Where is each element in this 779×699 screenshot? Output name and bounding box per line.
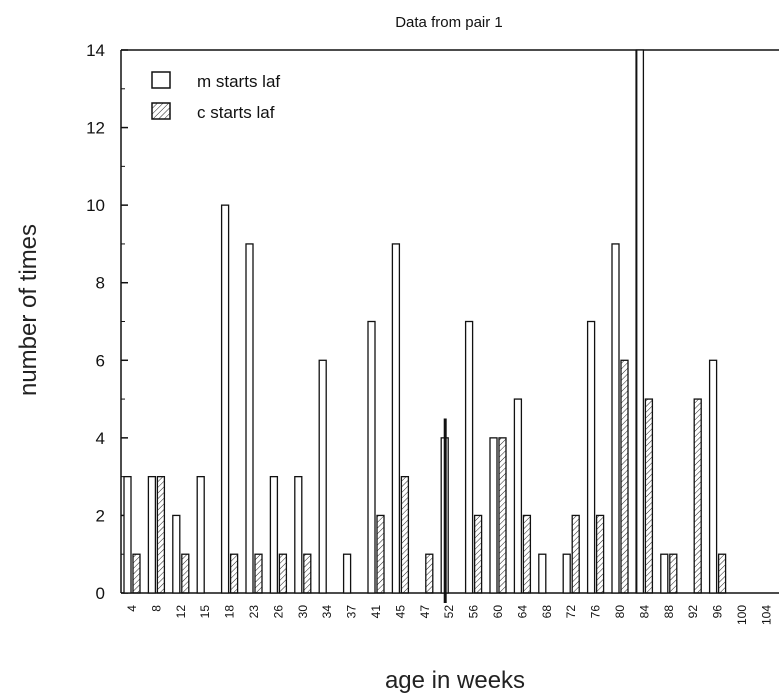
bar-c-starts-laf	[181, 553, 190, 594]
legend-swatch-hatched	[151, 102, 171, 120]
bar-m-starts-laf	[123, 475, 132, 594]
bar-c-starts-laf	[156, 475, 166, 594]
x-tick-label: 30	[296, 605, 310, 619]
bar-m-starts-laf	[489, 437, 498, 594]
x-tick-label: 37	[345, 605, 359, 619]
y-tick-label: 8	[96, 274, 105, 293]
bar-c-starts-laf	[693, 398, 702, 594]
bar-m-starts-laf	[660, 553, 669, 594]
y-axis-label: number of times	[15, 224, 42, 396]
x-tick-label: 60	[491, 605, 505, 619]
bar-m-starts-laf	[269, 475, 279, 594]
bar-c-starts-laf	[303, 553, 312, 594]
y-tick-label: 0	[96, 584, 105, 603]
legend-label-hatched: c starts laf	[197, 103, 275, 122]
x-tick-label: 8	[149, 605, 163, 612]
bar-m-starts-laf	[147, 475, 157, 594]
bar-m-starts-laf	[391, 243, 401, 594]
x-tick-label: 100	[735, 605, 749, 625]
bar-m-starts-laf	[367, 320, 376, 594]
x-tick-label: 84	[637, 605, 651, 619]
bar-m-starts-laf	[586, 320, 596, 594]
bar-m-starts-laf	[708, 359, 718, 594]
bar-c-starts-laf	[717, 553, 727, 594]
x-tick-label: 12	[174, 605, 188, 619]
chart-title: Data from pair 1	[395, 14, 503, 31]
bar-m-starts-laf	[562, 553, 571, 594]
x-tick-label: 41	[369, 605, 383, 619]
bar-c-starts-laf	[376, 514, 385, 594]
bar-c-starts-laf	[425, 553, 434, 594]
x-tick-label: 47	[418, 605, 432, 619]
bar-c-starts-laf	[400, 475, 410, 594]
bar-c-starts-laf	[254, 553, 263, 594]
x-tick-label: 18	[223, 605, 237, 619]
x-tick-label: 80	[613, 605, 627, 619]
x-tick-label: 64	[515, 605, 529, 619]
bar-m-starts-laf	[196, 475, 205, 594]
x-axis: 4 8 12 15 18 23 26 30 34 37 41 45 47 52 56 60 64 68 72 76 80…	[125, 605, 773, 625]
bar-m-starts-laf	[513, 398, 523, 594]
bar-c-starts-laf	[522, 514, 532, 594]
legend-swatch-open	[151, 71, 171, 89]
bar-c-starts-laf	[620, 359, 629, 594]
x-axis-label: age in weeks	[385, 667, 525, 694]
bar-c-starts-laf	[498, 437, 507, 594]
x-tick-label: 96	[711, 605, 725, 619]
x-tick-label: 26	[271, 605, 285, 619]
bar-m-starts-laf	[220, 204, 230, 594]
x-tick-label: 104	[759, 605, 773, 625]
bar-m-starts-laf	[538, 553, 547, 594]
bar-c-starts-laf	[132, 553, 141, 594]
legend: m starts laf c starts laf	[151, 71, 280, 122]
y-tick-label: 6	[96, 351, 105, 370]
bar-c-starts-laf	[644, 398, 654, 594]
bar-m-starts-laf	[245, 243, 254, 594]
y-tick-label: 2	[96, 506, 105, 525]
x-tick-label: 52	[442, 605, 456, 619]
bar-m-starts-laf	[318, 359, 327, 594]
x-tick-label: 88	[662, 605, 676, 619]
y-tick-label: 12	[86, 119, 105, 138]
bar-c-starts-laf	[595, 514, 605, 594]
bar-c-starts-laf	[473, 514, 483, 594]
bars	[123, 49, 727, 603]
y-axis: 0 2 4 6 8 10 12 14	[86, 41, 128, 603]
legend-label-open: m starts laf	[197, 72, 280, 91]
bar-m-starts-laf	[342, 553, 352, 594]
bar-c-starts-laf	[669, 553, 678, 594]
x-tick-label: 45	[393, 605, 407, 619]
y-tick-label: 10	[86, 196, 105, 215]
bar-m-starts-laf	[172, 514, 181, 594]
y-tick-label: 14	[86, 41, 105, 60]
x-tick-label: 4	[125, 605, 139, 612]
x-tick-label: 56	[467, 605, 481, 619]
bar-m-starts-laf	[294, 475, 303, 594]
x-tick-label: 72	[564, 605, 578, 619]
x-tick-label: 76	[589, 605, 603, 619]
x-tick-label: 34	[320, 605, 334, 619]
x-tick-label: 68	[540, 605, 554, 619]
bar-m-starts-laf	[611, 243, 620, 594]
y-tick-label: 4	[96, 429, 105, 448]
plot-frame	[120, 49, 779, 594]
x-tick-label: 15	[198, 605, 212, 619]
x-tick-label: 23	[247, 605, 261, 619]
bar-m-starts-laf	[464, 320, 474, 594]
bar-c-starts-laf	[571, 514, 580, 594]
bar-c-starts-laf	[229, 553, 239, 594]
bar-c-starts-laf	[278, 553, 288, 594]
x-tick-label: 92	[686, 605, 700, 619]
bar-m-starts-laf	[635, 49, 645, 594]
